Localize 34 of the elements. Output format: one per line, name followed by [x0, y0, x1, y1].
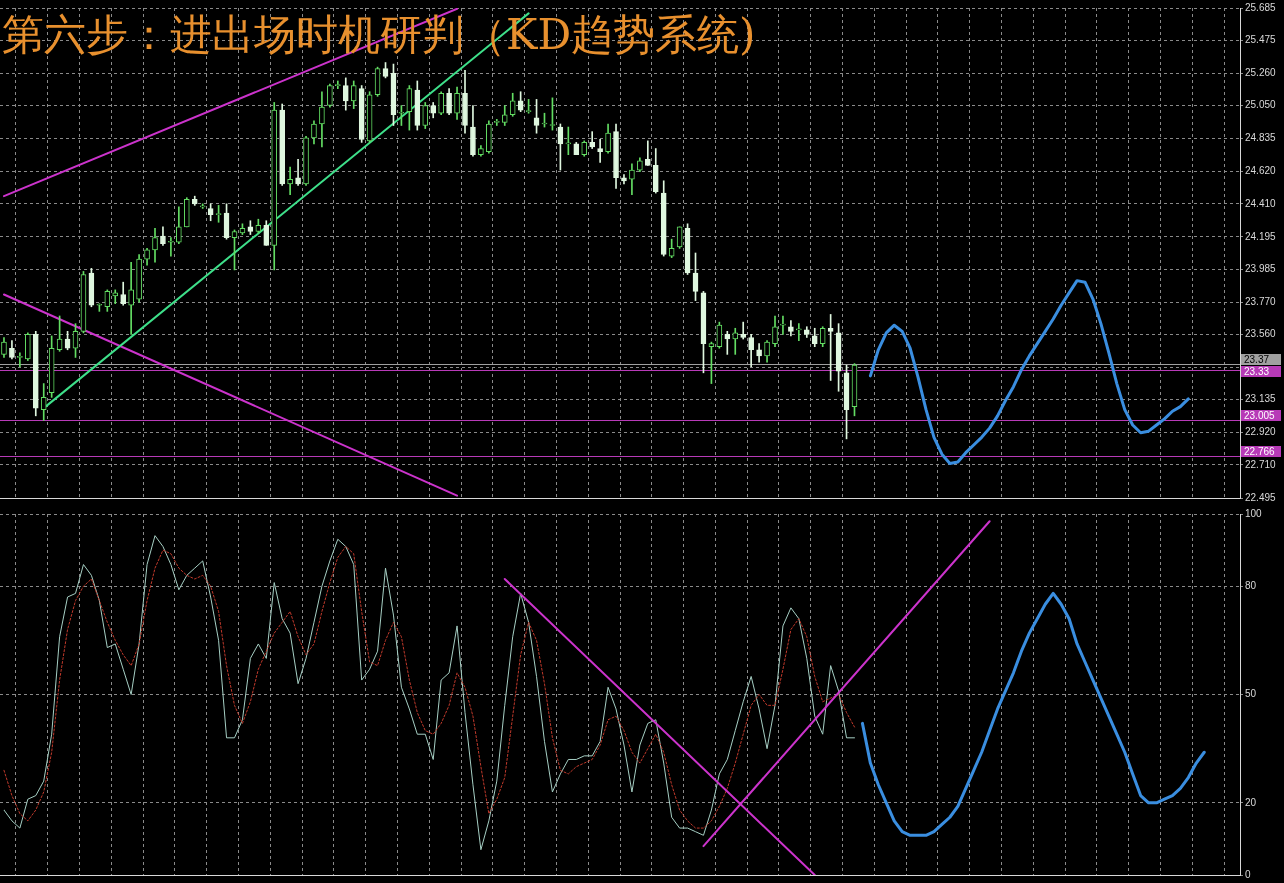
candlestick [597, 139, 603, 163]
candlestick [168, 237, 174, 257]
candlestick [589, 131, 596, 149]
y-tick-label: 23.985 [1245, 262, 1277, 274]
ref-line-label: 23.005 [1244, 409, 1276, 421]
candlestick [128, 261, 134, 335]
y-tick-label: 23.770 [1245, 295, 1277, 307]
candlestick [740, 321, 747, 340]
y-tick-label: 24.620 [1245, 165, 1277, 177]
candlestick [796, 323, 802, 341]
y-tick-label: 23.135 [1245, 393, 1277, 405]
y-tick-label: 24.195 [1245, 230, 1277, 242]
y-tick-label: 25.050 [1245, 99, 1277, 111]
candlestick [724, 331, 731, 355]
y-tick-label: 24.410 [1245, 197, 1277, 209]
y-tick-label: 25.475 [1245, 34, 1277, 46]
candlestick [287, 166, 293, 195]
y-tick-label: 22.710 [1245, 458, 1277, 470]
ref-line-label: 23.37 [1244, 353, 1270, 365]
y-tick-label: 24.835 [1245, 132, 1277, 144]
y-tick-label: 25.260 [1245, 67, 1277, 79]
y-tick-label: 50 [1245, 688, 1257, 700]
y-tick-label: 25.685 [1245, 1, 1277, 13]
y-tick-label: 0 [1245, 868, 1251, 880]
y-tick-label: 100 [1245, 507, 1263, 519]
y-tick-label: 80 [1245, 579, 1257, 591]
y-tick-label: 22.495 [1245, 491, 1277, 503]
candlestick [295, 158, 301, 186]
y-tick-label: 22.920 [1245, 426, 1277, 438]
ref-line-label: 22.766 [1244, 445, 1276, 457]
ref-line-label: 23.33 [1244, 365, 1270, 377]
candlestick [780, 315, 786, 335]
y-tick-label: 20 [1245, 796, 1257, 808]
y-tick-label: 23.560 [1245, 328, 1277, 340]
